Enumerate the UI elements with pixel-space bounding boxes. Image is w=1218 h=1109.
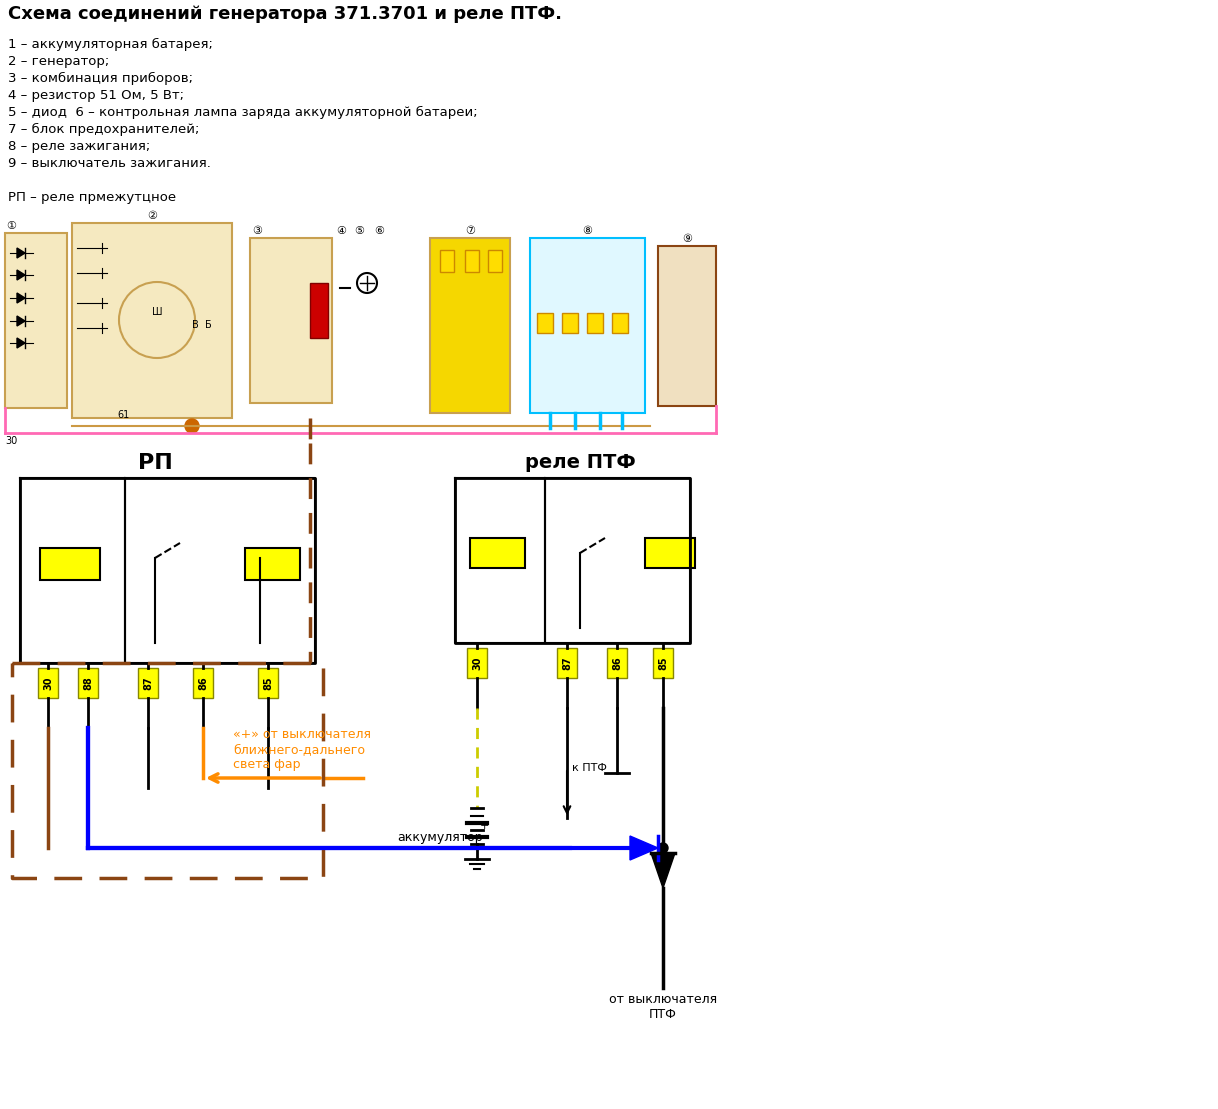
Text: В  Б: В Б [192,321,212,330]
Text: РП: РП [138,452,173,474]
Bar [78,668,97,698]
Text: аккумулятор: аккумулятор [397,832,482,844]
Text: +: + [480,821,490,831]
Bar [138,668,158,698]
Text: ①: ① [6,221,16,231]
Bar [250,238,333,403]
Bar [557,648,577,678]
Text: 85: 85 [658,657,667,670]
Bar [5,233,67,408]
Bar [430,238,510,413]
Text: ⑧: ⑧ [582,226,592,236]
Text: ④: ④ [336,226,346,236]
Text: к ПТФ: к ПТФ [572,763,607,773]
Text: реле ПТФ: реле ПТФ [525,452,636,472]
Polygon shape [17,338,26,348]
Text: 4 – резистор 51 Ом, 5 Вт;: 4 – резистор 51 Ом, 5 Вт; [9,89,184,102]
Bar [587,313,603,333]
Bar [530,238,646,413]
Bar [466,648,487,678]
Text: 85: 85 [263,676,273,690]
Text: от выключателя
ПТФ: от выключателя ПТФ [609,993,717,1021]
Text: «+» от выключателя
ближнего-дальнего
света фар: «+» от выключателя ближнего-дальнего све… [233,728,371,771]
Bar [440,250,454,272]
Text: 86: 86 [199,676,208,690]
Text: 30: 30 [473,657,482,670]
Text: Ш: Ш [152,307,162,317]
Circle shape [185,419,199,433]
Text: ⑦: ⑦ [465,226,475,236]
Polygon shape [630,836,658,859]
Text: 8 – реле зажигания;: 8 – реле зажигания; [9,140,150,153]
Text: ②: ② [147,211,157,221]
Polygon shape [17,316,26,326]
Bar [258,668,278,698]
Text: ⑥: ⑥ [374,226,384,236]
Text: 3 – комбинация приборов;: 3 – комбинация приборов; [9,72,192,85]
Polygon shape [17,293,26,303]
Text: 61: 61 [117,410,129,420]
Bar [561,313,579,333]
Text: 7 – блок предохранителей;: 7 – блок предохранителей; [9,123,200,136]
Bar [470,538,525,568]
Text: ⑨: ⑨ [682,234,692,244]
Bar [611,313,628,333]
Text: ⑤: ⑤ [354,226,364,236]
Bar [38,668,58,698]
Bar [245,548,300,580]
Polygon shape [650,853,675,888]
Text: 1 – аккумуляторная батарея;: 1 – аккумуляторная батарея; [9,38,213,51]
Bar [72,223,231,418]
Bar [192,668,213,698]
Bar [653,648,674,678]
Text: 88: 88 [83,676,93,690]
Text: 9 – выключатель зажигания.: 9 – выключатель зажигания. [9,157,211,170]
Bar [658,246,716,406]
Text: 5 – диод  6 – контрольная лампа заряда аккумуляторной батареи;: 5 – диод 6 – контрольная лампа заряда ак… [9,106,477,119]
Bar [607,648,627,678]
Bar [465,250,479,272]
Bar [40,548,100,580]
Text: 87: 87 [561,657,572,670]
Polygon shape [17,248,26,258]
Bar [537,313,553,333]
Circle shape [658,843,667,853]
Text: 30: 30 [43,676,54,690]
Text: Схема соединений генератора 371.3701 и реле ПТФ.: Схема соединений генератора 371.3701 и р… [9,6,561,23]
Text: 30: 30 [5,436,17,446]
Text: РП – реле прмежутцное: РП – реле прмежутцное [9,191,177,204]
Polygon shape [17,269,26,279]
Text: 87: 87 [143,676,153,690]
Bar [488,250,502,272]
Bar [646,538,695,568]
Text: 86: 86 [611,657,622,670]
Bar [311,283,328,338]
Text: ③: ③ [252,226,262,236]
Text: 2 – генератор;: 2 – генератор; [9,55,110,68]
